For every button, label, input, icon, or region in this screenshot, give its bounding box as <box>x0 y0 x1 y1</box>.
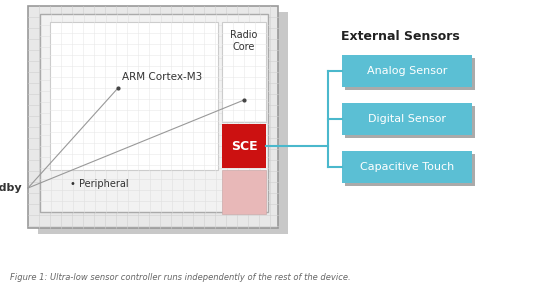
Text: Radio
Core: Radio Core <box>231 30 258 52</box>
Bar <box>345 106 475 138</box>
Text: • Peripheral: • Peripheral <box>70 179 129 189</box>
Bar <box>50 22 218 170</box>
Text: Digital Sensor: Digital Sensor <box>368 114 446 124</box>
Text: ARM Cortex-M3: ARM Cortex-M3 <box>122 72 202 82</box>
Bar <box>40 14 268 212</box>
Bar <box>342 103 472 135</box>
Bar <box>38 12 288 234</box>
Bar <box>342 55 472 87</box>
Text: External Sensors: External Sensors <box>341 30 460 43</box>
Text: Capacitive Touch: Capacitive Touch <box>360 162 454 172</box>
Text: Analog Sensor: Analog Sensor <box>367 66 447 76</box>
Bar <box>222 124 266 168</box>
Bar <box>28 6 278 228</box>
Text: Figure 1: Ultra-low sensor controller runs independently of the rest of the devi: Figure 1: Ultra-low sensor controller ru… <box>10 274 350 282</box>
Text: Standby: Standby <box>0 183 22 193</box>
Text: SCE: SCE <box>231 140 258 152</box>
Bar <box>345 58 475 90</box>
Bar <box>222 170 266 214</box>
Bar <box>345 154 475 186</box>
Bar <box>222 22 266 122</box>
Bar <box>342 151 472 183</box>
